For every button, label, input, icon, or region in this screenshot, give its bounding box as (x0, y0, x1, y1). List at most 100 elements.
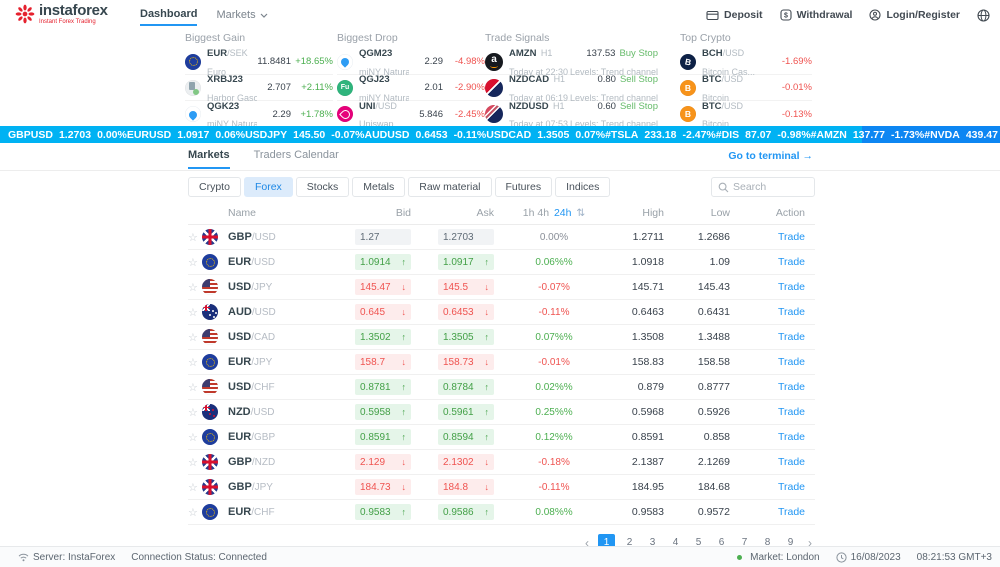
low-value: 2.1269 (697, 456, 730, 468)
trade-link[interactable]: Trade (777, 231, 805, 243)
trade-link[interactable]: Trade (777, 381, 805, 393)
favorite-star-icon[interactable] (188, 381, 202, 394)
brand-name: instaforex (39, 2, 108, 19)
crypto-name: Bitcoin Cas... (702, 66, 756, 77)
tab-traders-calendar[interactable]: Traders Calendar (253, 149, 339, 161)
crypto-row[interactable]: BCH/USD Bitcoin Cas... -1.69% (680, 48, 812, 77)
high-value: 0.8591 (631, 431, 664, 443)
favorite-star-icon[interactable] (188, 481, 202, 494)
withdrawal-button[interactable]: $ Withdrawal (780, 9, 852, 21)
signal-timeframe: H1 (553, 74, 566, 85)
favorite-star-icon[interactable] (188, 331, 202, 344)
favorite-star-icon[interactable] (188, 306, 202, 319)
page-button[interactable]: 8 (764, 537, 771, 548)
bid-arrow-icon (402, 432, 407, 442)
search-input[interactable] (733, 181, 808, 193)
currency-flag-icon (202, 279, 218, 295)
mover-row[interactable]: XRBJ23 Harbor Gaso... 2.707 +2.11% (185, 74, 333, 103)
instaforex-logo[interactable]: instaforex Instant Forex Trading (14, 3, 108, 25)
page-button[interactable]: 7 (741, 537, 748, 548)
mover-row[interactable]: QGJ23 miNY Natura... 2.01 -2.90% (337, 74, 485, 103)
tab-markets[interactable]: Markets (188, 149, 230, 169)
trade-link[interactable]: Trade (777, 306, 805, 318)
trade-link[interactable]: Trade (777, 331, 805, 343)
trade-link[interactable]: Trade (777, 256, 805, 268)
category-chip[interactable]: Crypto (188, 177, 241, 197)
signal-row[interactable]: NZDCAD H1 Today at 06:19 0.80 Sell Stop L… (485, 74, 658, 103)
ask-value: 1.3505 (443, 331, 474, 343)
mover-row[interactable]: UNI/USD Uniswap 5.846 -2.45% (337, 101, 485, 129)
trade-link[interactable]: Trade (777, 456, 805, 468)
deposit-button[interactable]: Deposit (706, 9, 763, 21)
crypto-row[interactable]: BTC/USD Bitcoin -0.01% (680, 74, 812, 103)
bid-value: 1.27 (360, 231, 380, 243)
go-to-terminal-link[interactable]: Go to terminal (728, 150, 813, 162)
ask-pill: 1.2703 (438, 229, 494, 245)
ticker-symbol: AUDUSD (364, 128, 410, 141)
favorite-star-icon[interactable] (188, 256, 202, 269)
page-button[interactable]: 5 (695, 537, 702, 548)
category-chip[interactable]: Forex (243, 177, 293, 197)
instrument-icon (185, 79, 201, 96)
svg-text:$: $ (784, 13, 788, 20)
search-box[interactable] (711, 177, 815, 197)
page-button[interactable]: 9 (787, 537, 794, 548)
nav-dashboard[interactable]: Dashboard (140, 8, 198, 26)
bid-arrow-icon (402, 407, 407, 417)
sort-24h[interactable]: 24h (553, 206, 572, 219)
bid-pill: 1.0914 (355, 254, 411, 270)
page-button[interactable]: 3 (649, 537, 656, 548)
favorite-star-icon[interactable] (188, 406, 202, 419)
favorite-star-icon[interactable] (188, 231, 202, 244)
favorite-star-icon[interactable] (188, 431, 202, 444)
biggest-drop-widget: Biggest Drop QGM23 miNY Natura... 2.29 -… (337, 32, 485, 129)
language-globe-icon[interactable] (977, 8, 990, 22)
favorite-star-icon[interactable] (188, 281, 202, 294)
trade-link[interactable]: Trade (777, 281, 805, 293)
login-register-button[interactable]: Login/Register (869, 9, 960, 21)
low-value: 0.9572 (697, 506, 730, 518)
signal-timeframe: H1 (540, 48, 553, 59)
trade-link[interactable]: Trade (777, 481, 805, 493)
ask-value: 2.1302 (443, 456, 474, 468)
sort-icon[interactable]: ⇅ (576, 206, 586, 219)
trade-link[interactable]: Trade (777, 431, 805, 443)
category-chip[interactable]: Metals (352, 177, 406, 197)
pair-quote: /JPY (251, 357, 273, 368)
category-chip[interactable]: Indices (555, 177, 611, 197)
bid-arrow-icon (402, 282, 407, 292)
category-chip[interactable]: Futures (494, 177, 553, 197)
trade-link[interactable]: Trade (777, 406, 805, 418)
markets-panel: Markets Traders Calendar Go to terminal … (0, 143, 1000, 551)
page-button[interactable]: 6 (718, 537, 725, 548)
ticker-change: -0.07% (331, 128, 365, 141)
page-button[interactable]: 4 (672, 537, 679, 548)
trade-link[interactable]: Trade (777, 356, 805, 368)
favorite-star-icon[interactable] (188, 356, 202, 369)
signal-row[interactable]: NZDUSD H1 Today at 07:53 0.60 Sell Stop L… (485, 101, 658, 129)
ask-pill: 0.8594 (438, 429, 494, 445)
trade-link[interactable]: Trade (777, 506, 805, 518)
favorite-star-icon[interactable] (188, 506, 202, 519)
page-button[interactable]: 2 (626, 537, 633, 548)
mover-row[interactable]: QGK23 miNY Natura... 2.29 +1.78% (185, 101, 333, 129)
widget-title: Trade Signals (485, 32, 550, 44)
nav-markets[interactable]: Markets (216, 8, 268, 26)
currency-flag-icon (202, 379, 218, 395)
favorite-star-icon[interactable] (188, 456, 202, 469)
mover-row[interactable]: EUR/SEK Euro 11.8481 +18.65% (185, 48, 333, 77)
low-value: 184.68 (697, 481, 730, 493)
signal-levels: Levels: Trend channel (569, 66, 658, 77)
category-chip[interactable]: Stocks (295, 177, 350, 197)
pair-base: USD (228, 331, 252, 343)
server-status: Server: InstaForex (18, 552, 115, 563)
pagination-next-icon[interactable]: › (808, 535, 812, 550)
pagination-prev-icon[interactable]: ‹ (585, 535, 589, 550)
ask-arrow-icon (485, 507, 490, 517)
ticker-value: 87.07 (745, 128, 772, 141)
crypto-row[interactable]: BTC/USD Bitcoin -0.13% (680, 101, 812, 129)
category-chip[interactable]: Raw material (408, 177, 492, 197)
mover-row[interactable]: QGM23 miNY Natura... 2.29 -4.98% (337, 48, 485, 77)
low-value: 0.5926 (697, 406, 730, 418)
